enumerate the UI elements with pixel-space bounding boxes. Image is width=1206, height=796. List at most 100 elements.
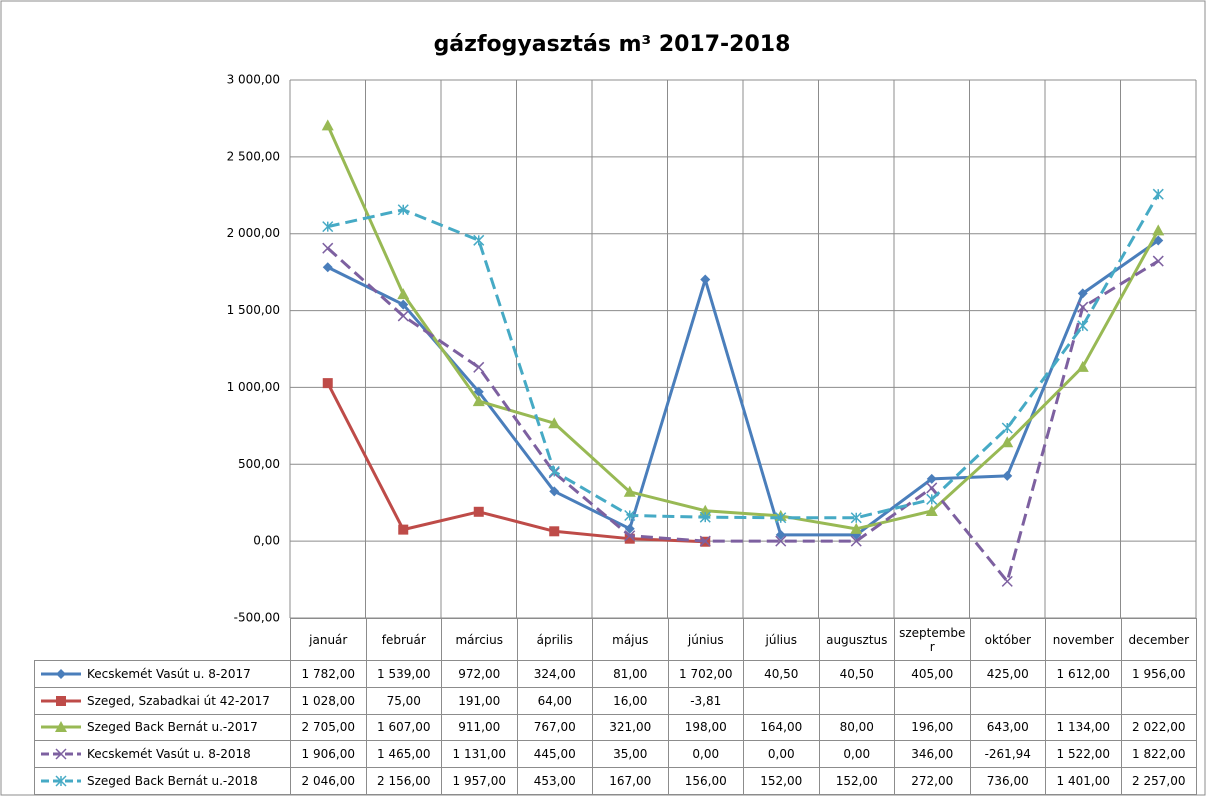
- marker: [1077, 301, 1089, 313]
- marker-stroke: [322, 242, 334, 254]
- legend-label: Szeged Back Bernát u.-2017: [87, 720, 258, 735]
- value-cell: 1 607,00: [365, 713, 442, 742]
- marker-shape: [549, 526, 560, 537]
- marker-shape: [548, 417, 561, 429]
- y-tick-label: 1 000,00: [227, 380, 280, 394]
- marker: [775, 512, 787, 524]
- marker: [473, 234, 485, 246]
- value-cell: 152,00: [818, 767, 895, 795]
- value-cell: 80,00: [818, 713, 895, 742]
- value-cell: 1 702,00: [667, 660, 744, 688]
- marker: [1152, 188, 1164, 200]
- category-header: január: [290, 618, 367, 661]
- marker: [624, 523, 635, 534]
- value-cell: 156,00: [667, 767, 744, 795]
- value-cell: 164,00: [743, 713, 820, 742]
- marker-shape: [624, 533, 635, 544]
- marker: [1077, 320, 1089, 332]
- marker-shape: [1152, 224, 1165, 236]
- legend-cell: Szeged Back Bernát u.-2018: [34, 767, 291, 795]
- marker: [398, 524, 409, 535]
- marker-shape: [1077, 288, 1088, 299]
- category-header: április: [516, 618, 593, 661]
- value-cell: 324,00: [516, 660, 593, 688]
- marker-shape: [322, 378, 333, 389]
- value-cell: 81,00: [592, 660, 669, 688]
- marker: [1001, 422, 1013, 434]
- legend-label: Szeged Back Bernát u.-2018: [87, 774, 258, 789]
- marker-shape: [549, 486, 560, 497]
- value-cell: 1 028,00: [290, 686, 367, 715]
- marker-shape: [850, 522, 863, 534]
- y-tick-label: 0,00: [253, 534, 280, 548]
- value-cell: 40,50: [743, 660, 820, 688]
- value-cell: 1 782,00: [290, 660, 367, 688]
- marker-stroke: [775, 535, 787, 547]
- value-cell: 1 131,00: [441, 740, 518, 769]
- value-cell: 1 522,00: [1045, 740, 1122, 769]
- marker: [55, 721, 67, 733]
- marker-shape: [473, 386, 484, 397]
- marker-shape: [623, 485, 636, 497]
- marker-stroke: [55, 748, 67, 760]
- marker-stroke: [1152, 255, 1164, 267]
- marker: [775, 529, 786, 540]
- value-cell: 75,00: [365, 686, 442, 715]
- marker: [55, 748, 67, 760]
- value-cell: 405,00: [894, 660, 971, 688]
- marker: [322, 378, 333, 389]
- series-line: [326, 382, 706, 544]
- marker-shape: [398, 299, 409, 310]
- marker: [699, 511, 711, 523]
- marker: [56, 668, 66, 679]
- marker: [1001, 436, 1014, 448]
- marker-shape: [775, 529, 786, 540]
- marker-shape: [472, 395, 485, 407]
- value-cell: [894, 686, 971, 715]
- value-cell: 152,00: [743, 767, 820, 795]
- y-tick-label: -500,00: [234, 611, 280, 625]
- marker-shape: [56, 668, 66, 679]
- legend-label: Szeged, Szabadkai út 42-2017: [87, 693, 270, 708]
- value-cell: -3,81: [667, 686, 744, 715]
- value-cell: 321,00: [592, 713, 669, 742]
- marker: [624, 509, 636, 522]
- marker: [624, 530, 636, 542]
- value-cell: 425,00: [969, 660, 1046, 688]
- marker-shape: [322, 262, 333, 273]
- marker: [322, 221, 334, 233]
- marker-shape: [700, 274, 711, 285]
- value-cell: [1120, 686, 1197, 715]
- marker: [548, 465, 560, 478]
- value-cell: 191,00: [441, 686, 518, 715]
- y-tick-label: 2 000,00: [227, 226, 280, 240]
- legend-label: Kecskemét Vasút u. 8-2017: [87, 666, 251, 681]
- marker-stroke: [850, 535, 862, 547]
- y-tick-label: 3 000,00: [227, 73, 280, 87]
- marker-shape: [55, 721, 67, 733]
- value-cell: [743, 686, 820, 715]
- legend-key: [41, 668, 81, 679]
- legend-key: [41, 775, 81, 787]
- value-cell: 1 134,00: [1045, 713, 1122, 742]
- category-header: március: [441, 618, 518, 661]
- marker: [1002, 470, 1013, 481]
- marker: [56, 695, 66, 706]
- marker: [925, 505, 938, 517]
- category-header: október: [969, 618, 1046, 661]
- marker-shape: [1002, 470, 1013, 481]
- value-cell: 2 257,00: [1120, 767, 1197, 795]
- marker: [1152, 224, 1165, 236]
- marker: [322, 262, 333, 273]
- value-cell: 911,00: [441, 713, 518, 742]
- value-cell: 167,00: [592, 767, 669, 795]
- value-cell: 346,00: [894, 740, 971, 769]
- marker: [397, 288, 410, 300]
- marker: [322, 242, 334, 254]
- marker: [926, 473, 937, 484]
- marker: [1153, 235, 1164, 246]
- marker-shape: [925, 505, 938, 517]
- legend-key: [41, 721, 81, 733]
- value-cell: 1 822,00: [1120, 740, 1197, 769]
